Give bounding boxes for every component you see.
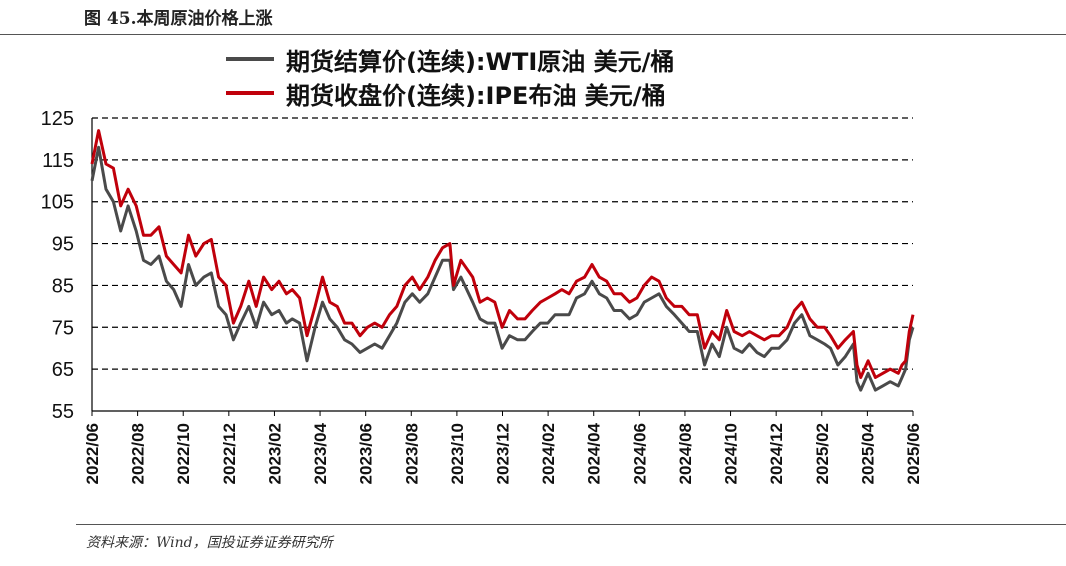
series-line-ipe: [90, 129, 915, 379]
legend-swatch-ipe: [226, 91, 274, 95]
legend: 期货结算价(连续):WTI原油 美元/桶 期货收盘价(连续):IPE布油 美元/…: [226, 42, 674, 110]
x-tick-label: 2025/02: [813, 423, 832, 484]
y-tick-label: 125: [41, 108, 74, 130]
x-tick-label: 2024/04: [585, 422, 604, 484]
series-lines: [90, 129, 915, 392]
x-tick-label: 2024/06: [630, 423, 649, 484]
x-tick-label: 2025/04: [858, 422, 877, 484]
axes: [91, 118, 914, 416]
legend-item-wti: 期货结算价(连续):WTI原油 美元/桶: [226, 42, 674, 76]
source-note: 资料来源：Wind，国投证券证券研究所: [86, 535, 333, 551]
figure-title: 图 45.本周原油价格上涨: [84, 9, 273, 29]
x-tick-label: 2023/10: [448, 423, 467, 484]
legend-label-wti: 期货结算价(连续):WTI原油 美元/桶: [286, 47, 675, 76]
legend-label-ipe: 期货收盘价(连续):IPE布油 美元/桶: [286, 81, 666, 110]
x-tick-label: 2023/06: [357, 423, 376, 484]
y-tick-label: 65: [52, 359, 74, 381]
x-tick-label: 2022/10: [174, 423, 193, 484]
x-tick-label: 2024/10: [722, 423, 741, 484]
y-tick-label: 115: [42, 150, 74, 172]
x-tick-labels: 2022/06 2022/08 2022/10 2022/12 2023/02 2023/…: [83, 422, 923, 484]
x-tick-label: 2025/06: [904, 423, 923, 484]
bottom-rule: [76, 524, 1066, 525]
legend-swatch-wti: [226, 57, 274, 61]
x-tick-label: 2023/12: [494, 423, 513, 484]
x-tick-label: 2023/08: [402, 423, 421, 484]
x-tick-label: 2024/12: [767, 423, 786, 484]
x-tick-label: 2022/08: [129, 423, 148, 484]
x-tick-label: 2022/06: [83, 423, 102, 484]
x-tick-label: 2023/04: [311, 422, 330, 484]
y-tick-label: 55: [52, 401, 74, 423]
y-tick-label: 95: [52, 234, 74, 256]
y-tick-label: 75: [52, 317, 74, 339]
x-tick-label: 2024/02: [539, 423, 558, 484]
series-line-wti: [90, 145, 915, 392]
y-tick-label: 85: [52, 275, 74, 297]
x-tick-label: 2023/02: [265, 423, 284, 484]
legend-item-ipe: 期货收盘价(连续):IPE布油 美元/桶: [226, 76, 674, 110]
x-tick-label: 2024/08: [676, 423, 695, 484]
y-tick-label: 105: [41, 192, 74, 214]
y-tick-labels: 55 65 75 85 95 105 115 125: [41, 108, 74, 423]
top-rule: [0, 34, 1066, 35]
grid-lines: [92, 117, 913, 370]
x-tick-label: 2022/12: [220, 423, 239, 484]
